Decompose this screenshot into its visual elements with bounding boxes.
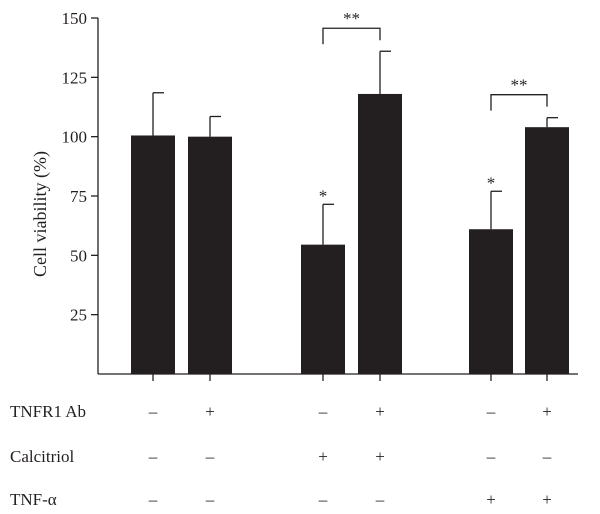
treatment-sign: – <box>148 490 158 509</box>
significance-bracket <box>322 27 381 45</box>
treatment-sign: + <box>318 447 328 466</box>
treatment-sign: – <box>318 490 328 509</box>
bar <box>469 229 513 374</box>
treatment-sign: + <box>205 402 215 421</box>
y-tick-label: 50 <box>70 246 87 265</box>
treatment-sign: – <box>205 490 215 509</box>
treatment-sign: + <box>486 490 496 509</box>
treatment-label: Calcitriol <box>10 447 74 466</box>
treatment-label: TNF-α <box>10 490 57 509</box>
treatment-sign: – <box>486 447 496 466</box>
significance-label: ** <box>511 76 528 95</box>
treatment-sign: + <box>375 402 385 421</box>
treatment-sign: – <box>205 447 215 466</box>
treatment-sign: – <box>375 490 385 509</box>
bar <box>358 93 402 375</box>
treatment-sign: – <box>148 402 158 421</box>
significance-marker: * <box>487 173 496 192</box>
treatment-sign: + <box>375 447 385 466</box>
y-tick-label: 100 <box>62 128 88 147</box>
significance-bracket <box>490 94 548 111</box>
bar <box>525 127 569 374</box>
bar <box>131 135 175 374</box>
significance-marker: * <box>319 186 328 205</box>
treatment-sign: – <box>148 447 158 466</box>
treatment-sign: – <box>318 402 328 421</box>
y-axis-title: Cell viability (%) <box>30 151 51 277</box>
treatment-sign: – <box>486 402 496 421</box>
y-tick-label: 150 <box>62 9 88 28</box>
significance-label: ** <box>343 9 360 28</box>
y-tick-label: 25 <box>70 306 87 325</box>
treatment-sign: – <box>542 447 552 466</box>
y-tick-label: 75 <box>70 187 87 206</box>
treatment-label: TNFR1 Ab <box>10 402 86 421</box>
treatment-sign: + <box>542 402 552 421</box>
bar <box>301 244 345 374</box>
treatment-sign: + <box>542 490 552 509</box>
y-tick-label: 125 <box>62 68 88 87</box>
bar <box>188 136 232 374</box>
